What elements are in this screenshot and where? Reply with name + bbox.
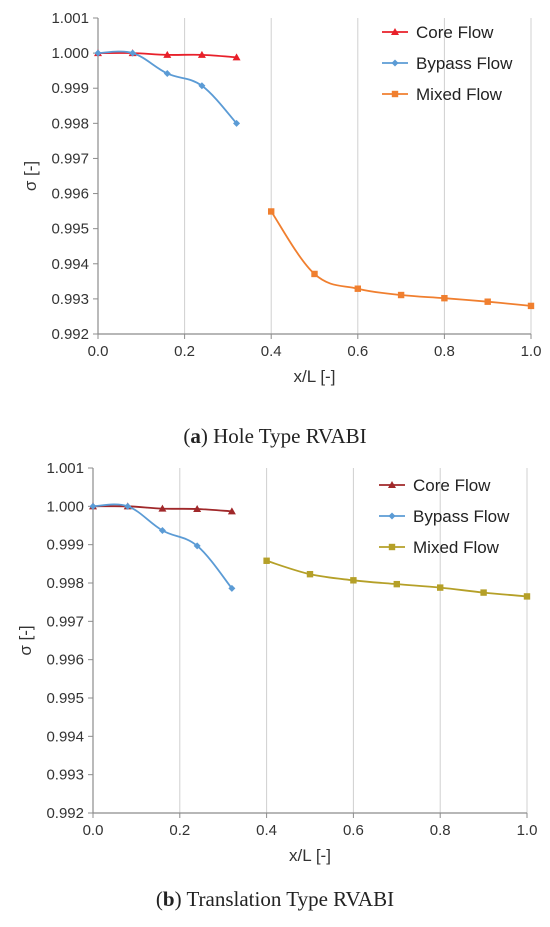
x-tick-label-a-5: 1.0: [521, 343, 542, 360]
data-point-b-1-0: [89, 502, 97, 510]
x-tick-label-b-2: 0.4: [256, 822, 277, 839]
plot-area-b: 0.0 0.2 0.4 0.6 0.8 1.0 0.992 0.993 0.994 0.995 0.…: [16, 460, 537, 865]
chart-panel-a: 0.0 0.2 0.4 0.6 0.8 1.0 0.992 0.993 0.994 0.995 0.…: [0, 0, 550, 460]
data-point-a-2-2: [354, 285, 361, 292]
data-point-a-0-2: [163, 50, 172, 58]
y-tick-label-b-8: 1.000: [46, 498, 84, 515]
data-point-b-2-1: [306, 570, 314, 578]
legend-marker-b-0: [388, 481, 396, 488]
series-line-b-1: [92, 503, 233, 589]
y-tick-label-b-7: 0.999: [46, 537, 84, 554]
caption-a-text: Hole Type RVABI: [207, 424, 367, 448]
y-tick-label-a-3: 0.995: [51, 221, 89, 238]
legend-label-a-1: Bypass Flow: [416, 54, 513, 73]
plot-area-a: 0.0 0.2 0.4 0.6 0.8 1.0 0.992 0.993 0.994 0.995 0.…: [21, 10, 541, 386]
data-point-a-0-3: [197, 50, 206, 58]
data-point-a-0-4: [232, 53, 241, 61]
y-tick-label-b-9: 1.001: [46, 460, 84, 477]
x-tick-label-b-1: 0.2: [169, 822, 190, 839]
y-tick-label-a-5: 0.997: [51, 150, 89, 167]
legend-marker-b-2: [388, 543, 396, 551]
x-tick-label-a-1: 0.2: [174, 343, 195, 360]
y-tick-label-b-0: 0.992: [46, 805, 84, 822]
y-axis-label-b: σ [-]: [16, 625, 35, 655]
data-point-a-1-2: [163, 69, 171, 77]
data-point-b-2-6: [523, 593, 531, 600]
x-axis-label-b: x/L [-]: [289, 846, 331, 865]
data-point-b-1-2: [158, 526, 166, 534]
y-tick-label-b-6: 0.998: [46, 575, 84, 592]
legend-marker-a-0: [391, 28, 399, 35]
series-line-a-2: [270, 210, 532, 307]
data-point-a-2-3: [397, 291, 405, 299]
legend-label-b-0: Core Flow: [413, 476, 491, 495]
legend-label-a-2: Mixed Flow: [416, 85, 503, 104]
data-point-a-2-4: [441, 294, 448, 302]
x-tick-label-a-4: 0.8: [434, 343, 455, 360]
y-tick-label-b-5: 0.997: [46, 613, 84, 630]
data-point-b-2-0: [263, 557, 270, 564]
data-point-a-1-4: [233, 119, 241, 127]
y-tick-label-a-0: 0.992: [51, 326, 89, 343]
legend-marker-b-1: [388, 512, 396, 520]
legend-marker-a-1: [391, 59, 399, 67]
data-point-a-1-1: [129, 49, 137, 57]
data-point-b-0-3: [193, 505, 202, 513]
caption-b: (b) Translation Type RVABI: [155, 887, 395, 911]
x-tick-label-a-3: 0.6: [347, 343, 368, 360]
y-tick-label-a-8: 1.000: [51, 45, 89, 62]
x-tick-label-b-0: 0.0: [83, 822, 104, 839]
data-point-a-2-0: [268, 208, 275, 215]
data-point-a-2-5: [484, 298, 491, 305]
x-axis-label-a: x/L [-]: [294, 367, 336, 386]
y-tick-label-a-9: 1.001: [51, 10, 89, 27]
y-tick-label-b-3: 0.995: [46, 690, 84, 707]
caption-b-letter: b: [162, 887, 175, 911]
chart-panel-b: 0.0 0.2 0.4 0.6 0.8 1.0 0.992 0.993 0.994 0.995 0.…: [0, 455, 550, 927]
series-line-b-2: [266, 559, 528, 598]
y-tick-label-a-6: 0.998: [51, 115, 89, 132]
chart-b: 0.0 0.2 0.4 0.6 0.8 1.0 0.992 0.993 0.994 0.995 0.…: [16, 460, 537, 865]
data-point-b-2-2: [350, 577, 357, 584]
y-tick-label-b-2: 0.994: [46, 728, 84, 745]
x-tick-label-b-4: 0.8: [430, 822, 451, 839]
caption-a: (a) Hole Type RVABI: [183, 424, 367, 448]
data-point-b-2-4: [437, 584, 444, 591]
series-line-a-1: [97, 50, 238, 124]
y-axis-label-a: σ [-]: [21, 161, 40, 191]
y-tick-label-a-1: 0.993: [51, 291, 89, 308]
chart-a: 0.0 0.2 0.4 0.6 0.8 1.0 0.992 0.993 0.994 0.995 0.…: [21, 10, 541, 386]
x-tick-label-b-5: 1.0: [517, 822, 538, 839]
data-point-b-1-4: [228, 584, 236, 592]
y-tick-label-a-2: 0.994: [51, 256, 89, 273]
data-point-b-2-3: [393, 580, 400, 588]
data-point-a-2-1: [311, 270, 318, 278]
caption-a-letter: a: [190, 424, 201, 448]
y-tick-label-a-7: 0.999: [51, 80, 89, 97]
legend-label-b-1: Bypass Flow: [413, 507, 510, 526]
x-tick-label-a-2: 0.4: [261, 343, 282, 360]
data-point-a-2-6: [527, 302, 535, 310]
data-point-b-1-3: [193, 542, 201, 550]
x-tick-label-b-3: 0.6: [343, 822, 364, 839]
data-point-b-0-2: [158, 504, 167, 512]
x-tick-label-a-0: 0.0: [88, 343, 109, 360]
y-tick-label-b-1: 0.993: [46, 767, 84, 784]
data-point-a-1-0: [94, 49, 102, 57]
data-point-b-0-4: [227, 507, 236, 515]
legend-label-b-2: Mixed Flow: [413, 538, 500, 557]
y-tick-label-a-4: 0.996: [51, 186, 89, 203]
caption-b-text: Translation Type RVABI: [181, 887, 395, 911]
data-point-b-1-1: [124, 502, 132, 510]
data-point-b-2-5: [480, 589, 487, 596]
legend-label-a-0: Core Flow: [416, 23, 494, 42]
legend-marker-a-2: [391, 90, 399, 98]
data-point-a-1-3: [198, 82, 206, 90]
y-tick-label-b-4: 0.996: [46, 652, 84, 669]
